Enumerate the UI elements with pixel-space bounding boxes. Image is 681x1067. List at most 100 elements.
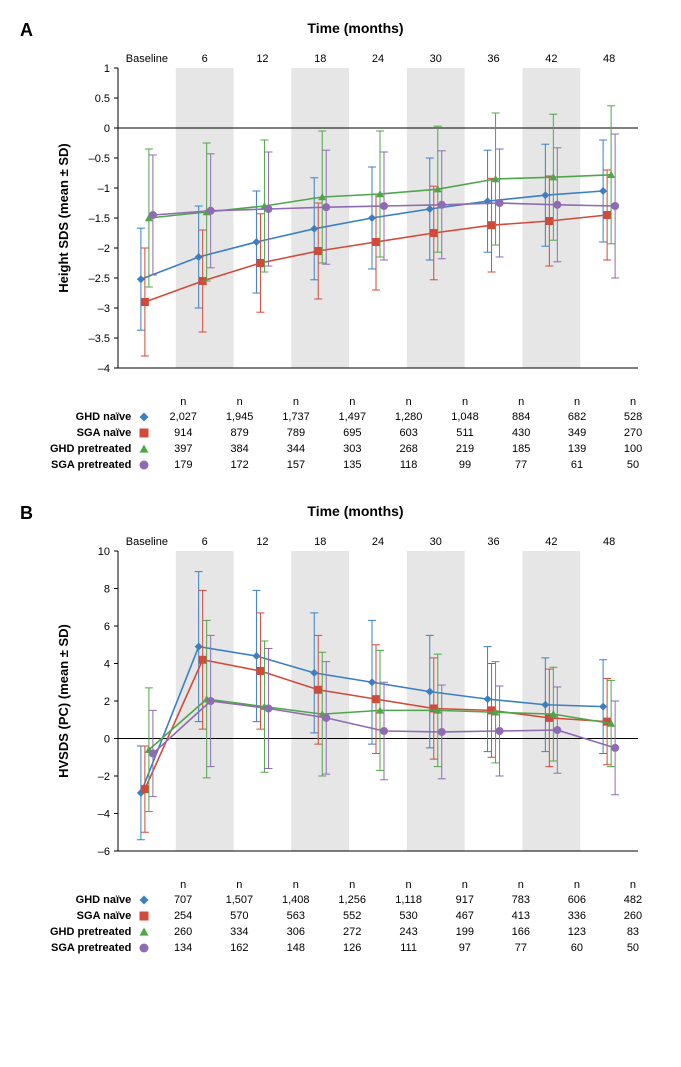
ntable-a: nnnnnnnnnGHD naïve2,0271,9451,7371,4971,… [50,395,661,473]
n-header: n [268,878,324,892]
square-icon [137,426,151,440]
n-value: 199 [437,924,493,940]
n-value: 126 [324,940,380,956]
timepoint-label: 18 [314,536,326,548]
n-value: 179 [155,457,211,473]
diamond-icon [137,893,151,907]
n-value: 157 [268,457,324,473]
n-value: 682 [549,409,605,425]
n-value: 260 [605,908,661,924]
ntable-header-row: nnnnnnnnn [50,878,661,892]
ytick-label: 2 [104,696,110,708]
n-value: 384 [211,441,267,457]
timepoint-label: 48 [603,53,615,65]
marker-square [372,695,380,703]
n-value: 1,048 [437,409,493,425]
n-value: 344 [268,441,324,457]
shade-band [407,68,465,368]
marker-diamond [252,238,260,246]
marker-square [199,656,207,664]
n-header: n [155,878,211,892]
series-label: SGA pretreated [50,457,137,473]
ytick-label: –3 [98,303,110,315]
timepoint-label: 30 [430,536,442,548]
marker-circle [496,199,504,207]
ytick-label: –4 [98,809,110,821]
n-value: 334 [211,924,267,940]
n-value: 606 [549,892,605,908]
ntable-b: nnnnnnnnnGHD naïve7071,5071,4081,2561,11… [50,878,661,956]
n-value: 430 [493,425,549,441]
n-value: 914 [155,425,211,441]
marker-square [603,211,611,219]
marker-circle [322,203,330,211]
timepoint-label: 36 [487,536,499,548]
n-value: 530 [380,908,436,924]
marker-square [141,298,149,306]
panel-b: B Time (months) –6–4–20246810Baseline612… [20,503,661,956]
ntable-row: GHD pretreated26033430627224319916612383 [50,924,661,940]
ntable-row: SGA naïve914879789695603511430349270 [50,425,661,441]
n-value: 917 [437,892,493,908]
n-value: 2,027 [155,409,211,425]
shade-band [176,68,234,368]
marker-diamond [599,703,607,711]
n-header: n [380,878,436,892]
ntable-row: GHD naïve7071,5071,4081,2561,11891778360… [50,892,661,908]
chart-b-svg: –6–4–20246810Baseline612182430364248HVSD… [50,523,658,871]
marker-diamond [137,275,145,283]
series-label: SGA naïve [50,425,137,441]
panel-a-label: A [20,20,33,41]
n-value: 77 [493,940,549,956]
n-value: 570 [211,908,267,924]
series-label: GHD pretreated [50,441,137,457]
timepoint-label: 24 [372,53,384,65]
ntable-row: SGA pretreated17917215713511899776150 [50,457,661,473]
n-value: 303 [324,441,380,457]
marker-circle [322,714,330,722]
marker-circle [380,202,388,210]
marker-square [314,247,322,255]
shade-band [291,551,349,851]
timepoint-label: Baseline [126,53,168,65]
ytick-label: –6 [98,846,110,858]
ytick-label: –1 [98,183,110,195]
chart-b-wrap: Time (months) –6–4–20246810Baseline61218… [50,503,661,956]
ytick-label: 8 [104,584,110,596]
shade-band [291,68,349,368]
n-header: n [549,395,605,409]
marker-circle [207,697,215,705]
marker-circle [149,211,157,219]
marker-diamond [599,187,607,195]
marker-square [488,221,496,229]
ytick-label: 6 [104,621,110,633]
triangle-icon [137,442,151,456]
ntable-row: SGA pretreated13416214812611197776050 [50,940,661,956]
marker-circle [149,750,157,758]
n-value: 707 [155,892,211,908]
n-value: 783 [493,892,549,908]
shade-band [522,551,580,851]
n-header: n [493,395,549,409]
ytick-label: –2 [98,243,110,255]
ytick-label: –2 [98,771,110,783]
n-header: n [324,395,380,409]
n-value: 118 [380,457,436,473]
marker-circle [611,202,619,210]
n-value: 528 [605,409,661,425]
n-value: 1,945 [211,409,267,425]
n-value: 306 [268,924,324,940]
marker-circle [438,201,446,209]
ytick-label: 0 [104,734,110,746]
panel-b-label: B [20,503,33,524]
marker-diamond [484,695,492,703]
series-label: GHD naïve [50,892,137,908]
n-header: n [211,878,267,892]
ytick-label: 0.5 [95,93,110,105]
n-value: 100 [605,441,661,457]
n-value: 134 [155,940,211,956]
ytick-label: –2.5 [89,273,110,285]
series-label: SGA naïve [50,908,137,924]
chart-a-title: Time (months) [50,20,661,36]
n-header: n [549,878,605,892]
